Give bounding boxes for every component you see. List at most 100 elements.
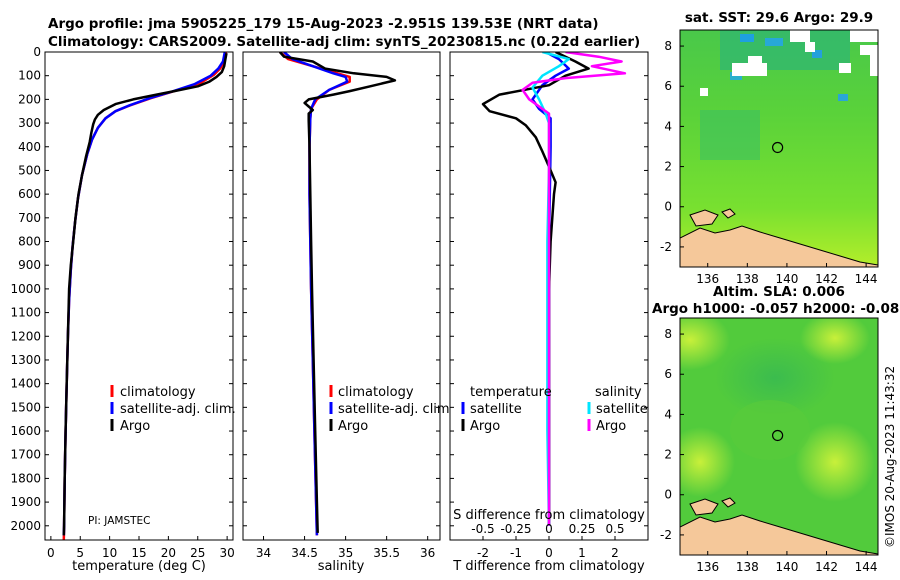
sst-map-panel <box>680 30 878 267</box>
pi-label: PI: JAMSTEC <box>88 515 151 527</box>
salinity-legend: climatology satellite-adj. clim. Argo <box>329 385 454 434</box>
ytick-label: 200 <box>18 92 41 106</box>
x2tick-label: -0.5 <box>471 522 494 536</box>
sst-map-title: sat. SST: 29.6 Argo: 29.9 <box>685 10 873 26</box>
difference-profile-panel: -2 -1 0 1 2 -0.5 -0.25 0 0.25 0.5 T difference f… <box>449 51 649 574</box>
map-xtick-label: 142 <box>815 272 838 286</box>
xtick-label: -2 <box>477 546 489 560</box>
ytick-label: 100 <box>18 69 41 83</box>
map-xtick-label: 142 <box>815 560 838 574</box>
map-ytick-label: 8 <box>664 327 672 341</box>
legend-label-climatology: climatology <box>120 385 196 400</box>
xtick-label: 25 <box>190 546 205 560</box>
ytick-label: 1400 <box>10 377 41 391</box>
ytick-label: 300 <box>18 116 41 130</box>
ytick-label: 500 <box>18 163 41 177</box>
t-difference-xlabel: T difference from climatology <box>452 559 645 574</box>
xtick-label: 34.5 <box>291 546 318 560</box>
ytick-label: 1500 <box>10 400 41 414</box>
float-position-marker-sst <box>772 141 784 154</box>
main-title-line1: Argo profile: jma 5905225_179 15-Aug-202… <box>48 16 599 32</box>
map-ytick-label: 4 <box>664 407 672 421</box>
map-ytick-label: -2 <box>660 240 672 254</box>
temperature-xlabel: temperature (deg C) <box>72 559 206 574</box>
xtick-label: 10 <box>102 546 117 560</box>
legend-label-satellite: satellite-adj. clim. <box>120 402 236 417</box>
xtick-label: 0 <box>545 546 553 560</box>
legend-label-s-argo: Argo <box>596 419 626 434</box>
map-ytick-label: 6 <box>664 79 672 93</box>
map-xtick-label: 136 <box>696 560 719 574</box>
map-xtick-label: 144 <box>855 560 878 574</box>
float-position-marker-sla <box>772 429 784 442</box>
xtick-label: 20 <box>161 546 176 560</box>
difference-legend: temperature salinity satellite Argo sate… <box>461 385 648 434</box>
ytick-label: 1200 <box>10 329 41 343</box>
xtick-label: 5 <box>76 546 84 560</box>
xtick-label: -1 <box>510 546 522 560</box>
ytick-label: 1700 <box>10 448 41 462</box>
map-ytick-label: 0 <box>664 200 672 214</box>
x2tick-label: -0.25 <box>500 522 531 536</box>
temperature-profile-panel: 0 5 10 15 20 25 30 0 100 200 300 400 500 600 700 800 90… <box>10 45 235 574</box>
xtick-label: 15 <box>131 546 146 560</box>
sla-map-panel <box>680 318 878 555</box>
ytick-label: 700 <box>18 211 41 225</box>
x2tick-label: 0.5 <box>605 522 624 536</box>
x2tick-label: 0.25 <box>569 522 596 536</box>
ytick-label: 1300 <box>10 353 41 367</box>
legend-header-temperature: temperature <box>470 385 552 400</box>
salinity-xlabel: salinity <box>318 559 365 574</box>
ytick-label: 1000 <box>10 282 41 296</box>
sla-map-subtitle: Argo h1000: -0.057 h2000: -0.083 <box>652 301 900 317</box>
series-line-argo <box>62 52 228 536</box>
ytick-label: 1900 <box>10 495 41 509</box>
ytick-label: 2000 <box>10 519 41 533</box>
map-ytick-label: 2 <box>664 160 672 174</box>
map-ytick-label: -2 <box>660 528 672 542</box>
legend-label-satellite-2: satellite-adj. clim. <box>338 402 454 417</box>
map-xtick-label: 138 <box>736 272 759 286</box>
ytick-label: 800 <box>18 235 41 249</box>
xtick-label: 30 <box>219 546 234 560</box>
ytick-label: 1100 <box>10 306 41 320</box>
map-xtick-label: 136 <box>696 272 719 286</box>
legend-label-climatology-2: climatology <box>338 385 414 400</box>
ytick-label: 1800 <box>10 471 41 485</box>
s-difference-xlabel: S difference from climatology <box>453 508 645 523</box>
xtick-label: 1 <box>578 546 586 560</box>
legend-label-argo-2: Argo <box>338 419 368 434</box>
xtick-label: 0 <box>47 546 55 560</box>
ytick-label: 1600 <box>10 424 41 438</box>
ytick-label: 0 <box>33 45 41 59</box>
xtick-label: 35 <box>338 546 353 560</box>
map-ytick-label: 8 <box>664 39 672 53</box>
map-xtick-label: 138 <box>736 560 759 574</box>
map-xtick-label: 140 <box>775 560 798 574</box>
xtick-label: 35.5 <box>373 546 400 560</box>
legend-header-salinity: salinity <box>595 385 642 400</box>
legend-label-s-satellite: satellite <box>596 402 648 417</box>
ytick-label: 900 <box>18 258 41 272</box>
map-ytick-label: 4 <box>664 119 672 133</box>
legend-label-argo: Argo <box>120 419 150 434</box>
series-line-s-satellite <box>531 52 571 526</box>
salinity-profile-panel: 34 34.5 35 35.5 36 salinity climatology sate… <box>242 51 454 574</box>
x2tick-label: 0 <box>545 522 553 536</box>
map-ytick-label: 6 <box>664 367 672 381</box>
sla-map-title: Altim. SLA: 0.006 <box>713 284 845 300</box>
map-ytick-label: 0 <box>664 488 672 502</box>
map-ytick-label: 2 <box>664 448 672 462</box>
map-xtick-label: 144 <box>855 272 878 286</box>
series-line-s-argo <box>521 52 627 526</box>
legend-label-t-satellite: satellite <box>470 402 522 417</box>
temperature-legend: climatology satellite-adj. clim. Argo <box>110 385 236 434</box>
xtick-label: 2 <box>611 546 619 560</box>
xtick-label: 36 <box>420 546 435 560</box>
ytick-label: 400 <box>18 140 41 154</box>
xtick-label: 34 <box>256 546 271 560</box>
series-line-argo <box>278 52 397 533</box>
map-xtick-label: 140 <box>775 272 798 286</box>
main-title-line2: Climatology: CARS2009. Satellite-adj cli… <box>48 34 640 50</box>
